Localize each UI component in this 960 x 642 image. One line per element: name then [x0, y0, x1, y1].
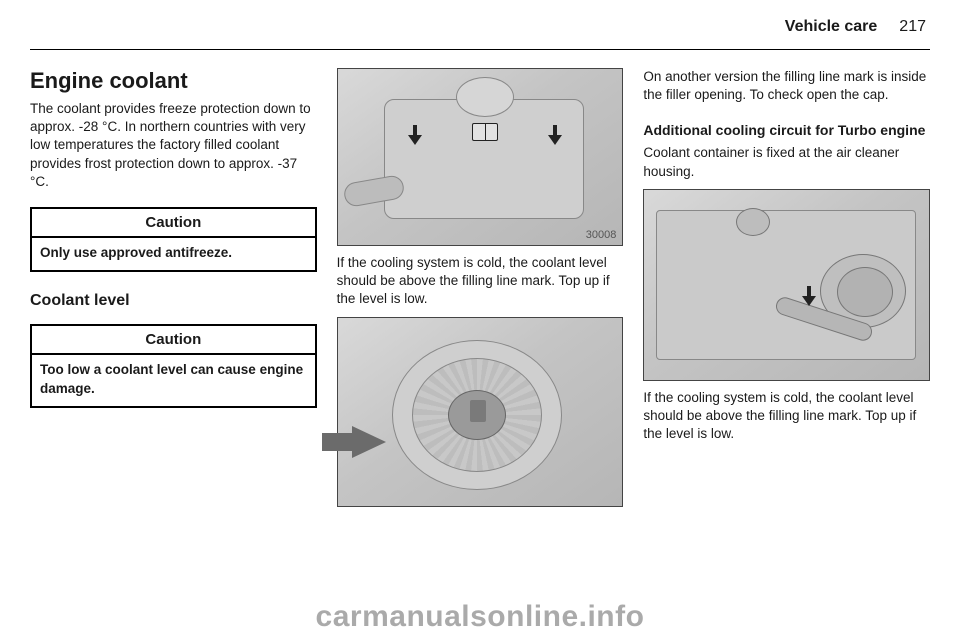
- image-number: 30008: [586, 229, 617, 241]
- tank-cap-shape: [456, 77, 514, 117]
- arrow-down-icon: [408, 125, 422, 147]
- intro-paragraph: The coolant provides freeze protection d…: [30, 100, 317, 191]
- illustration-coolant-tank: 30008: [337, 68, 624, 246]
- small-cap-shape: [736, 208, 770, 236]
- other-version-paragraph: On another version the filling line mark…: [643, 68, 930, 104]
- page-number: 217: [899, 18, 926, 36]
- cold-system-paragraph: If the cooling system is cold, the coola…: [337, 254, 624, 309]
- illustration-turbo-coolant: [643, 189, 930, 381]
- arrow-down-icon: [802, 286, 816, 308]
- page-header: Vehicle care 217: [30, 18, 930, 50]
- subsection-coolant-level: Coolant level: [30, 292, 317, 310]
- turbo-cold-system-paragraph: If the cooling system is cold, the coola…: [643, 389, 930, 444]
- column-1: Engine coolant The coolant provides free…: [30, 68, 317, 622]
- chapter-title: Vehicle care: [785, 18, 878, 36]
- cap-tab-shape: [470, 400, 486, 422]
- column-3: On another version the filling line mark…: [643, 68, 930, 622]
- caution-box-level: Caution Too low a coolant level can caus…: [30, 324, 317, 407]
- caution-body: Only use approved antifreeze.: [32, 238, 315, 270]
- page: Vehicle care 217 Engine coolant The cool…: [0, 0, 960, 642]
- arrow-right-icon: [352, 426, 386, 458]
- turbo-container-paragraph: Coolant container is fixed at the air cl…: [643, 144, 930, 180]
- illustration-filler-cap: [337, 317, 624, 507]
- caution-title: Caution: [32, 209, 315, 238]
- caution-body: Too low a coolant level can cause engine…: [32, 355, 315, 405]
- arrow-down-icon: [548, 125, 562, 147]
- manual-icon: [472, 123, 498, 141]
- column-2: 30008 If the cooling system is cold, the…: [337, 68, 624, 622]
- caution-box-antifreeze: Caution Only use approved antifreeze.: [30, 207, 317, 272]
- caution-title: Caution: [32, 326, 315, 355]
- content-columns: Engine coolant The coolant provides free…: [30, 50, 930, 622]
- section-heading-engine-coolant: Engine coolant: [30, 68, 317, 94]
- tank-body-shape: [384, 99, 584, 219]
- subsection-turbo-cooling: Additional cooling circuit for Turbo eng…: [643, 122, 930, 138]
